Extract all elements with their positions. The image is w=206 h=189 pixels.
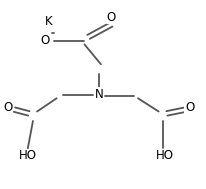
- Text: K: K: [44, 15, 52, 28]
- Text: O: O: [185, 101, 194, 114]
- Text: HO: HO: [19, 149, 37, 162]
- Text: N: N: [95, 88, 103, 101]
- Text: O: O: [4, 101, 13, 114]
- Text: HO: HO: [156, 149, 174, 162]
- Text: O: O: [41, 34, 50, 47]
- Text: O: O: [107, 11, 116, 23]
